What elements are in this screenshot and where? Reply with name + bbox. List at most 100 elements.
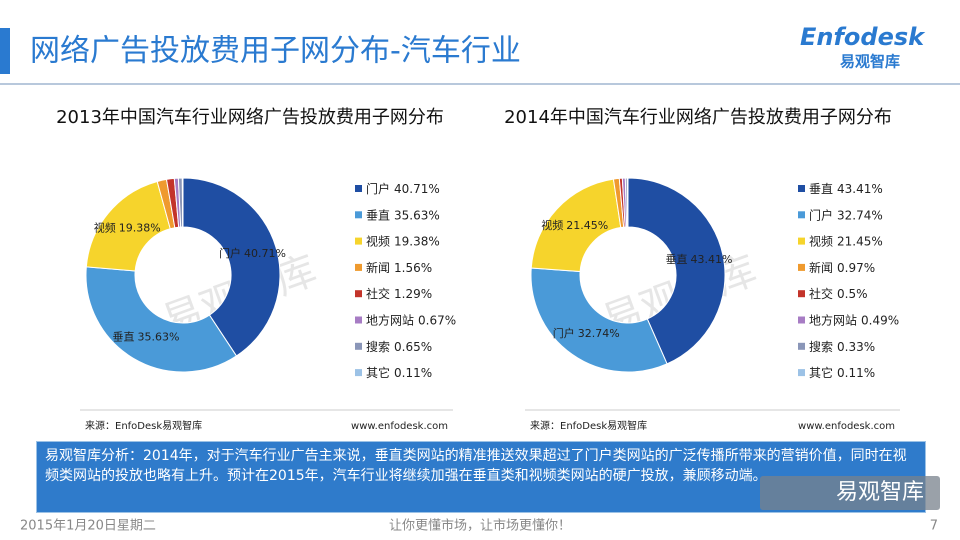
data-label: 门户 32.74%: [553, 326, 620, 340]
data-label-name: 垂直: [665, 252, 687, 266]
legend-entry: 社交 0.5%: [809, 286, 868, 301]
legend-name: 新闻: [809, 259, 833, 274]
legend-name: 门户: [809, 207, 833, 222]
donut-slice: [627, 177, 726, 365]
legend-entry: 垂直 43.41%: [809, 182, 883, 196]
data-label-value: 40.71%: [244, 247, 286, 260]
legend-swatch: [798, 369, 805, 377]
page-number: 7: [930, 519, 938, 534]
legend-name: 新闻: [366, 259, 390, 274]
donut-slice: [530, 267, 668, 373]
legend-value: 1.56%: [394, 260, 432, 274]
legend-value: 43.41%: [837, 182, 883, 196]
legend-entry: 搜索 0.33%: [809, 338, 875, 353]
legend-swatch: [798, 185, 805, 192]
legend-swatch: [355, 211, 362, 219]
title-bar: [0, 28, 10, 74]
legend-swatch: [798, 263, 805, 271]
legend-swatch: [355, 316, 362, 324]
source: 来源：EnfoDesk易观智库: [530, 419, 647, 432]
legend-entry: 新闻 0.97%: [809, 259, 875, 274]
legend-name: 地方网站: [809, 312, 857, 327]
legend-swatch: [798, 290, 805, 298]
data-label-value: 32.74%: [578, 327, 620, 340]
data-label-value: 35.63%: [138, 330, 180, 343]
legend-name: 社交: [809, 286, 833, 301]
legend-value: 0.11%: [394, 366, 432, 380]
donut-slice: [626, 177, 629, 228]
legend-name: 视频: [809, 233, 833, 248]
legend-swatch: [355, 185, 362, 192]
source: 来源：EnfoDesk易观智库: [85, 419, 202, 432]
data-label: 垂直 43.41%: [665, 252, 732, 266]
donut-slice: [182, 177, 281, 357]
legend-value: 1.29%: [394, 287, 432, 301]
analysis-box: 易观智库分析：2014年，对于汽车行业广告主来说，垂直类网站的精准推送效果超过了…: [36, 441, 926, 513]
data-label-name: 垂直: [113, 329, 135, 343]
legend-swatch: [798, 211, 805, 219]
legend-entry: 新闻 1.56%: [366, 259, 432, 274]
website: www.enfodesk.com: [351, 421, 448, 432]
legend-swatch: [798, 237, 805, 245]
legend-name: 其它: [809, 365, 833, 380]
data-label-name: 门户: [219, 246, 241, 260]
chart-title: 2014年中国汽车行业网络广告投放费用子网分布: [504, 107, 892, 128]
logo-sub: 易观智库: [840, 53, 900, 71]
legend-value: 0.5%: [837, 287, 868, 301]
legend-name: 搜索: [366, 338, 390, 353]
data-label-name: 视频: [94, 221, 116, 235]
data-label: 门户 40.71%: [219, 246, 286, 260]
legend-swatch: [798, 342, 805, 350]
legend-value: 32.74%: [837, 208, 883, 222]
legend-swatch: [355, 342, 362, 350]
legend-value: 0.11%: [837, 366, 875, 380]
footer-date: 2015年1月20日星期二: [20, 519, 156, 534]
data-label-value: 21.45%: [566, 219, 608, 232]
legend-value: 19.38%: [394, 234, 440, 248]
legend-name: 社交: [366, 286, 390, 301]
legend-entry: 地方网站 0.49%: [809, 312, 899, 327]
legend-entry: 其它 0.11%: [366, 365, 432, 380]
data-label: 垂直 35.63%: [113, 329, 180, 343]
legend-swatch: [355, 369, 362, 377]
legend-entry: 地方网站 0.67%: [366, 312, 456, 327]
legend-swatch: [355, 263, 362, 271]
legend-value: 0.97%: [837, 260, 875, 274]
legend-value: 0.33%: [837, 339, 875, 353]
legend-entry: 门户 40.71%: [366, 181, 440, 196]
footer-slogan: 让你更懂市场，让市场更懂你！: [389, 518, 571, 534]
legend-swatch: [355, 237, 362, 245]
legend-swatch: [798, 316, 805, 324]
legend-value: 21.45%: [837, 234, 883, 248]
legend-name: 门户: [366, 181, 390, 196]
data-label-name: 视频: [541, 218, 563, 232]
legend-entry: 视频 21.45%: [809, 233, 883, 248]
legend-name: 其它: [366, 365, 390, 380]
legend-entry: 社交 1.29%: [366, 286, 432, 301]
legend-name: 垂直: [809, 182, 833, 196]
chart-title: 2013年中国汽车行业网络广告投放费用子网分布: [56, 107, 444, 128]
legend-value: 40.71%: [394, 182, 440, 196]
legend-name: 垂直: [366, 208, 390, 222]
legend-value: 0.65%: [394, 339, 432, 353]
legend-value: 35.63%: [394, 208, 440, 222]
website: www.enfodesk.com: [798, 421, 895, 432]
legend-value: 0.49%: [861, 313, 899, 327]
donut-slice: [85, 266, 238, 373]
wechat-badge: 易观智库: [760, 476, 940, 510]
legend-entry: 搜索 0.65%: [366, 338, 432, 353]
data-label-value: 43.41%: [690, 253, 732, 266]
data-label: 视频 19.38%: [94, 221, 161, 235]
legend-entry: 门户 32.74%: [809, 207, 883, 222]
legend-name: 视频: [366, 233, 390, 248]
legend-name: 地方网站: [366, 312, 414, 327]
legend-entry: 视频 19.38%: [366, 233, 440, 248]
donut-slice: [181, 177, 184, 228]
legend-swatch: [355, 290, 362, 298]
data-label-value: 19.38%: [119, 222, 161, 235]
slide-title: 网络广告投放费用子网分布-汽车行业: [30, 34, 521, 69]
legend-entry: 其它 0.11%: [809, 365, 875, 380]
logo: Enfodesk: [800, 23, 926, 51]
